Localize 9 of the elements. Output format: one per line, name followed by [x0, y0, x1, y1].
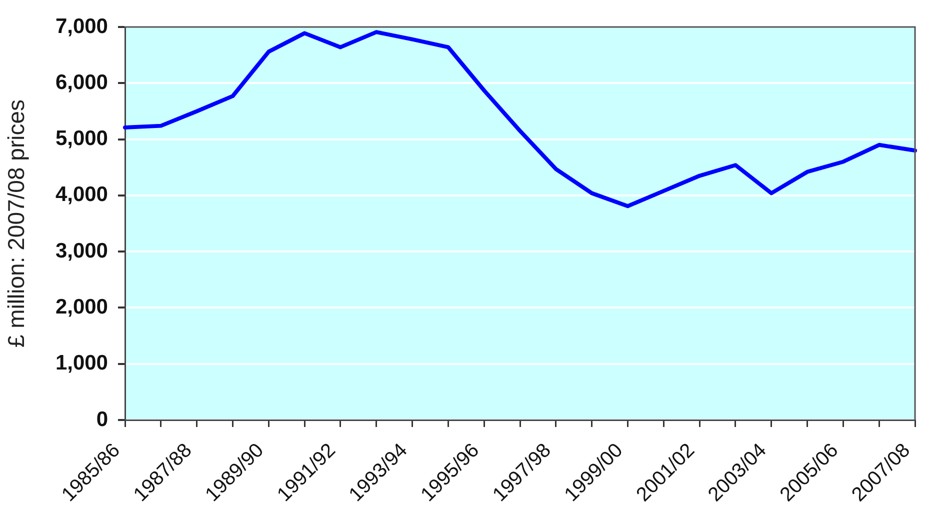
y-tick-label: 5,000 — [55, 127, 108, 150]
y-tick-label: 1,000 — [55, 352, 108, 375]
y-tick-label: 7,000 — [55, 14, 108, 38]
y-tick-label: 0 — [96, 408, 108, 431]
y-tick-label: 6,000 — [55, 70, 108, 94]
y-tick-label: 3,000 — [55, 239, 108, 262]
y-axis-title: £ million: 2007/08 prices — [3, 99, 30, 348]
y-tick-label: 4,000 — [55, 183, 108, 206]
y-tick-label: 2,000 — [55, 296, 108, 319]
